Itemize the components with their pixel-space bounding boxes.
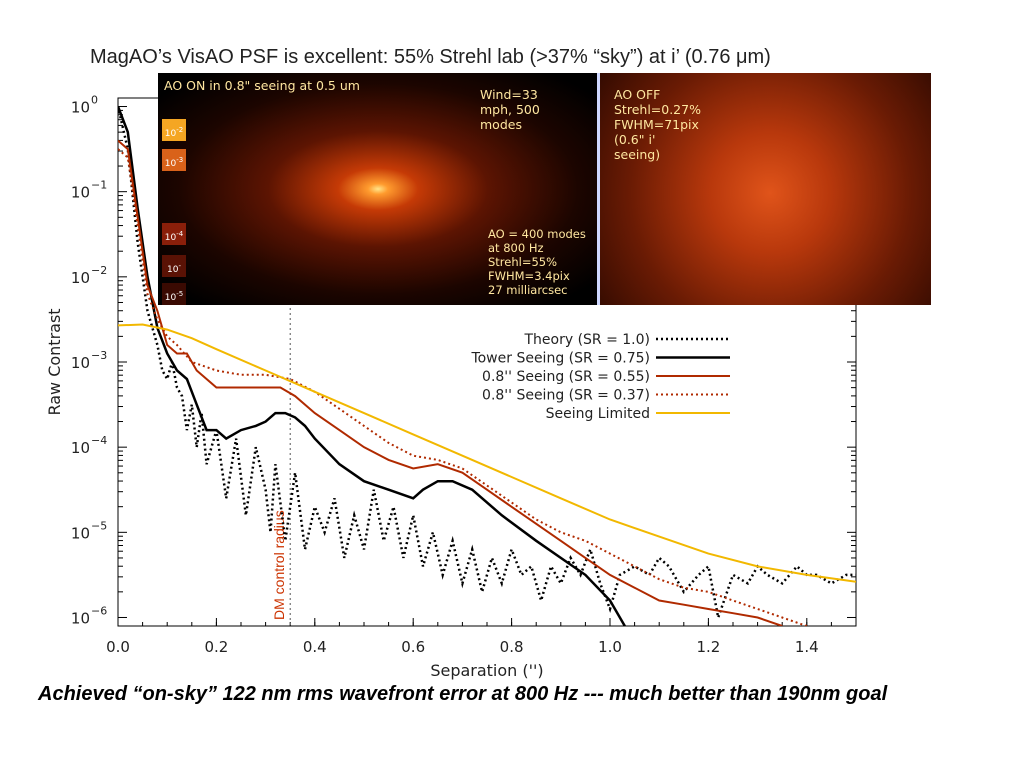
series-line-1 [118,106,626,626]
legend-label: 0.8'' Seeing (SR = 0.55) [482,369,650,385]
psf-scale-swatch: 10-2 [162,119,186,141]
psf-scale-swatch: 10-4 [162,223,186,245]
x-tick-label: 0.0 [106,638,130,656]
dm-radius-label: DM control radius [271,510,287,620]
y-tick-exponent: −5 [91,519,107,532]
psf-scale-swatch: 10-4.5 [162,255,186,296]
y-tick-label: 10 [71,524,90,542]
y-tick-exponent: −3 [91,349,107,362]
slide-title: MagAO’s VisAO PSF is excellent: 55% Stre… [90,46,771,68]
x-tick-label: 0.8 [500,638,524,656]
y-tick-exponent: 0 [91,94,98,107]
x-axis-label: Separation ('') [430,661,543,680]
y-tick-label: 10 [71,609,90,627]
psf-ao-off-text: AO OFF Strehl=0.27% FWHM=71pix (0.6" i' … [614,87,701,162]
psf-ao-on-heading: AO ON in 0.8" seeing at 0.5 um [164,78,360,93]
x-tick-label: 0.2 [204,638,228,656]
x-tick-label: 1.4 [795,638,819,656]
x-tick-label: 1.0 [598,638,622,656]
psf-scale-swatch: 10-5 [162,283,186,305]
y-tick-label: 10 [71,439,90,457]
series-line-4 [118,323,856,583]
y-tick-label: 10 [71,354,90,372]
y-axis-label: Raw Contrast [45,308,64,415]
y-tick-label: 10 [71,269,90,287]
slide-caption: Achieved “on-sky” 122 nm rms wavefront e… [38,683,888,705]
y-tick-exponent: −1 [91,179,107,192]
psf-panel-ao-on: AO ON in 0.8" seeing at 0.5 um Wind=33 m… [158,73,598,305]
x-tick-label: 1.2 [696,638,720,656]
legend-label: Theory (SR = 1.0) [523,332,650,348]
psf-ao-stats: AO = 400 modes at 800 Hz Strehl=55% FWHM… [488,227,586,297]
x-tick-label: 0.4 [303,638,327,656]
series-line-2 [118,139,783,626]
y-tick-exponent: −6 [91,604,107,617]
psf-panel-ao-off: AO OFF Strehl=0.27% FWHM=71pix (0.6" i' … [600,73,931,305]
psf-panel-divider [597,73,600,305]
y-tick-label: 10 [71,99,90,117]
y-tick-label: 10 [71,184,90,202]
legend-label: Seeing Limited [546,406,650,422]
legend-label: 0.8'' Seeing (SR = 0.37) [482,388,650,404]
psf-wind-label: Wind=33 mph, 500 modes [480,87,540,132]
psf-scale-swatch: 10-3 [162,149,186,171]
y-tick-exponent: −4 [91,434,107,447]
x-tick-label: 0.6 [401,638,425,656]
y-tick-exponent: −2 [91,264,107,277]
psf-image: AO ON in 0.8" seeing at 0.5 um Wind=33 m… [158,73,931,305]
legend-label: Tower Seeing (SR = 0.75) [470,351,650,367]
